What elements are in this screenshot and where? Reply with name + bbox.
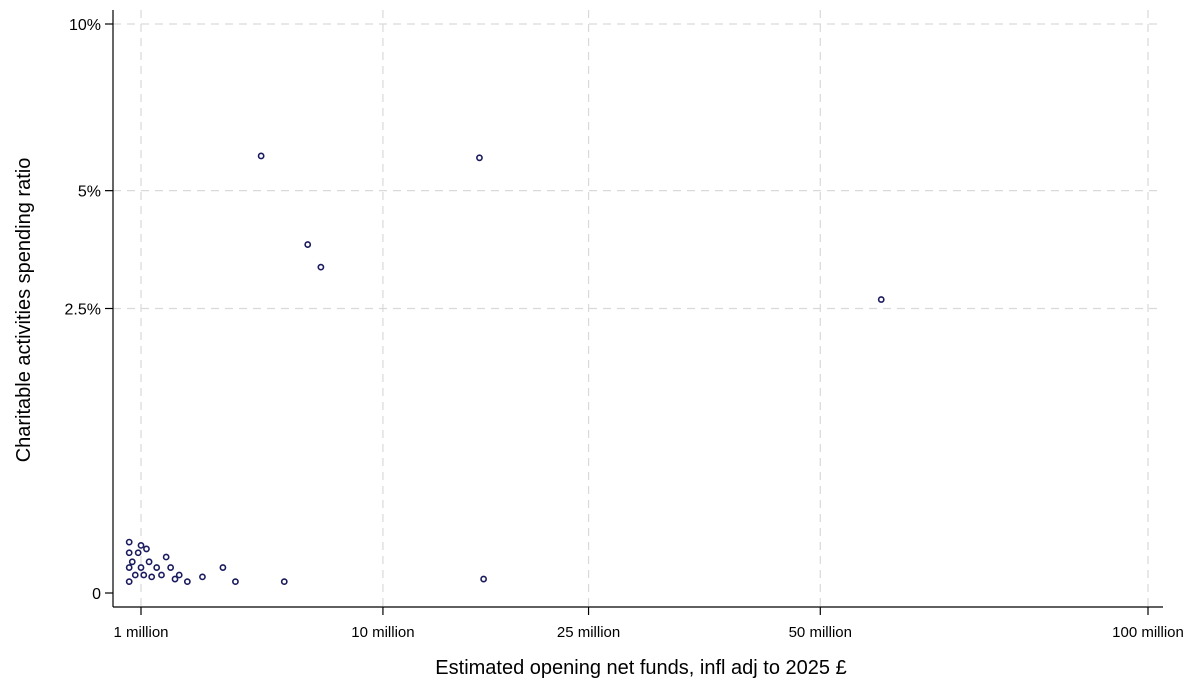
y-axis-title: Charitable activities spending ratio	[13, 158, 35, 463]
scatter-point	[125, 564, 133, 571]
scatter-point	[137, 541, 145, 549]
scatter-point	[257, 152, 265, 160]
tick-layer: 1 million 10 million 25 million 50 million 1…	[65, 17, 1184, 641]
scatter-point	[140, 571, 148, 579]
scatter-point	[143, 545, 150, 553]
scatter-point	[219, 564, 227, 571]
scatter-point	[148, 573, 156, 581]
scatter-point	[304, 241, 312, 248]
scatter-point	[137, 564, 145, 571]
scatter-point	[171, 575, 179, 583]
scatter-point	[199, 573, 206, 581]
x-axis-title: Estimated opening net funds, infl adj to…	[435, 657, 846, 679]
scatter-point	[153, 564, 161, 571]
scatter-point	[476, 154, 483, 162]
y-tick-label: 5%	[78, 184, 101, 201]
scatter-point	[145, 558, 153, 566]
points-layer	[125, 152, 885, 586]
y-tick-label: 0	[92, 586, 101, 603]
scatter-point	[480, 575, 488, 583]
scatter-point	[128, 558, 136, 566]
scatter-point	[317, 263, 325, 271]
x-tick-label: 100 million	[1112, 624, 1184, 641]
scatter-point	[158, 571, 165, 579]
x-tick-label: 50 million	[789, 624, 852, 641]
scatter-point	[183, 578, 191, 586]
scatter-point	[125, 538, 133, 546]
scatter-point	[280, 578, 288, 586]
scatter-point	[125, 578, 133, 586]
y-tick-label: 2.5%	[65, 302, 101, 319]
scatter-point	[162, 553, 170, 561]
scatter-point	[134, 549, 142, 557]
y-tick-label: 10%	[69, 17, 101, 34]
x-tick-label: 25 million	[557, 624, 620, 641]
scatter-point	[877, 296, 885, 303]
scatter-point	[125, 549, 133, 557]
x-tick-label: 10 million	[351, 624, 414, 641]
scatter-point	[131, 571, 139, 579]
scatter-point	[175, 571, 183, 579]
grid-layer	[113, 10, 1163, 607]
scatter-point	[232, 578, 239, 586]
x-tick-label: 1 million	[113, 624, 168, 641]
scatter-point	[167, 564, 175, 571]
